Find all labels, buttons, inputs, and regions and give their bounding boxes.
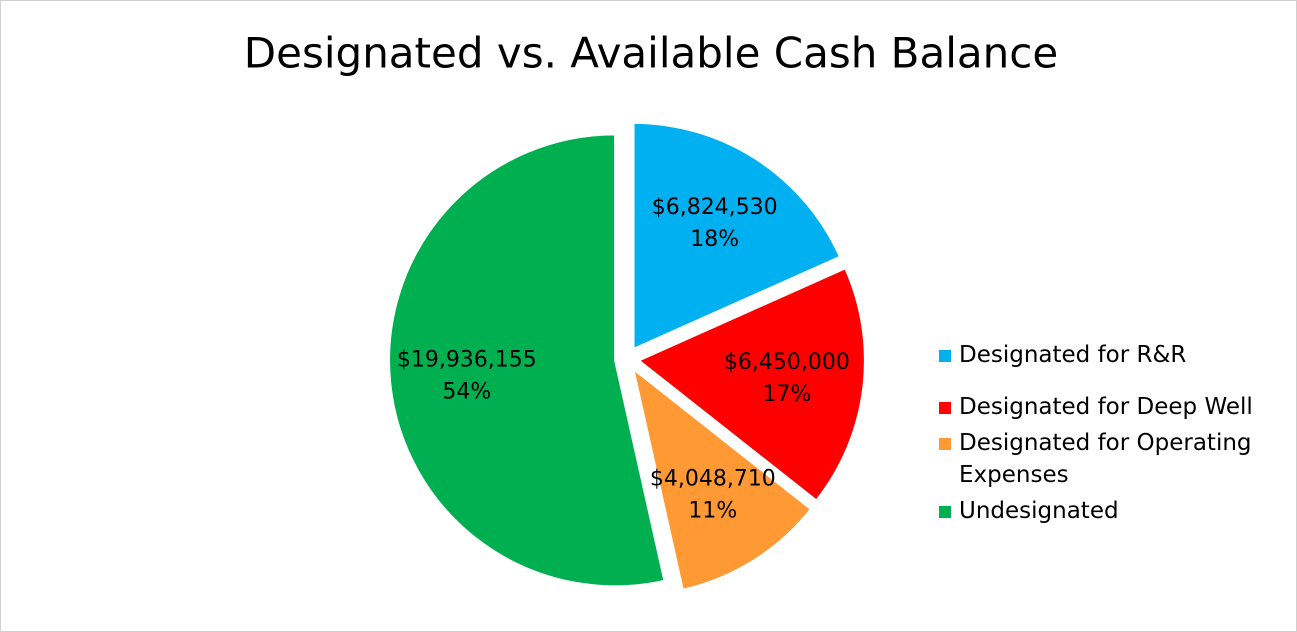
- value-label: $4,048,710: [650, 466, 776, 491]
- pie-slice: [632, 121, 842, 351]
- legend-swatch: [939, 402, 951, 414]
- percent-label: 18%: [690, 227, 739, 252]
- pie-slice: [631, 366, 813, 591]
- legend-item: Designated for R&R: [937, 339, 1257, 371]
- chart-title: Designated vs. Available Cash Balance: [244, 29, 1058, 78]
- percent-label: 17%: [762, 382, 811, 407]
- legend-item: Designated for Deep Well: [937, 391, 1257, 423]
- legend: Designated for R&R Designated for Deep We…: [937, 339, 1257, 527]
- legend-label: Designated for Deep Well: [959, 394, 1253, 420]
- legend-swatch: [939, 438, 951, 450]
- legend-label: Designated for R&R: [959, 342, 1187, 368]
- percent-label: 54%: [442, 380, 491, 405]
- legend-item: Designated for Operating Expenses: [937, 427, 1257, 491]
- legend-label: Designated for Operating Expenses: [959, 430, 1252, 488]
- legend-item: Undesignated: [937, 495, 1257, 527]
- pie-slice: [388, 133, 666, 588]
- value-label: $6,450,000: [724, 350, 850, 375]
- legend-swatch: [939, 506, 951, 518]
- pie-slice: [636, 267, 866, 502]
- percent-label: 11%: [688, 498, 737, 523]
- legend-label: Undesignated: [959, 498, 1119, 524]
- value-label: $6,824,530: [652, 195, 778, 220]
- value-label: $19,936,155: [397, 348, 537, 373]
- legend-swatch: [939, 350, 951, 362]
